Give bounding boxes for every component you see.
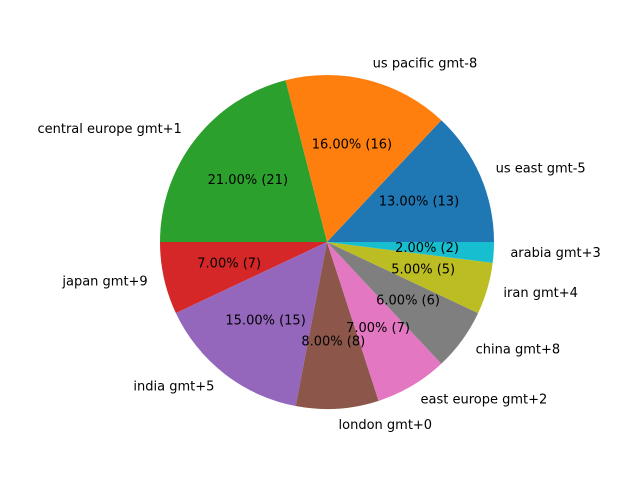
slice-category-label: japan gmt+9: [61, 275, 147, 290]
pie-labels: us east gmt-5 13.00% (13) us pacific gmt-8…: [37, 57, 600, 433]
slice-category-label: india gmt+5: [133, 380, 214, 395]
pie-slice: [175, 242, 327, 407]
slice-percent-label: 2.00% (2): [395, 241, 459, 256]
pie-slice: [327, 242, 479, 364]
slice-percent-label: 7.00% (7): [346, 321, 410, 336]
pie-slice: [327, 120, 494, 242]
slice-category-label: china gmt+8: [476, 342, 561, 357]
slice-percent-label: 13.00% (13): [379, 195, 459, 210]
slice-category-label: london gmt+0: [339, 418, 433, 433]
pie-slice: [327, 242, 493, 314]
slice-category-label: us east gmt-5: [496, 162, 586, 177]
pie-slice: [160, 242, 327, 314]
pie-slice: [327, 242, 494, 263]
slice-category-label: east europe gmt+2: [421, 393, 548, 408]
slice-category-label: arabia gmt+3: [510, 246, 600, 261]
pie-slice: [285, 75, 442, 243]
slice-percent-label: 8.00% (8): [301, 335, 365, 350]
pie-slice: [160, 80, 327, 242]
pie-slices: [160, 75, 494, 410]
slice-percent-label: 5.00% (5): [391, 262, 455, 277]
pie-slice: [327, 242, 442, 401]
slice-category-label: iran gmt+4: [503, 286, 577, 301]
slice-percent-label: 15.00% (15): [225, 314, 305, 329]
slice-category-label: us pacific gmt-8: [373, 57, 478, 72]
slice-percent-label: 16.00% (16): [312, 137, 392, 152]
slice-percent-label: 7.00% (7): [197, 256, 261, 271]
slice-category-label: central europe gmt+1: [37, 122, 181, 137]
pie-slice: [295, 242, 379, 410]
slice-percent-label: 21.00% (21): [208, 173, 288, 188]
slice-percent-label: 6.00% (6): [376, 293, 440, 308]
